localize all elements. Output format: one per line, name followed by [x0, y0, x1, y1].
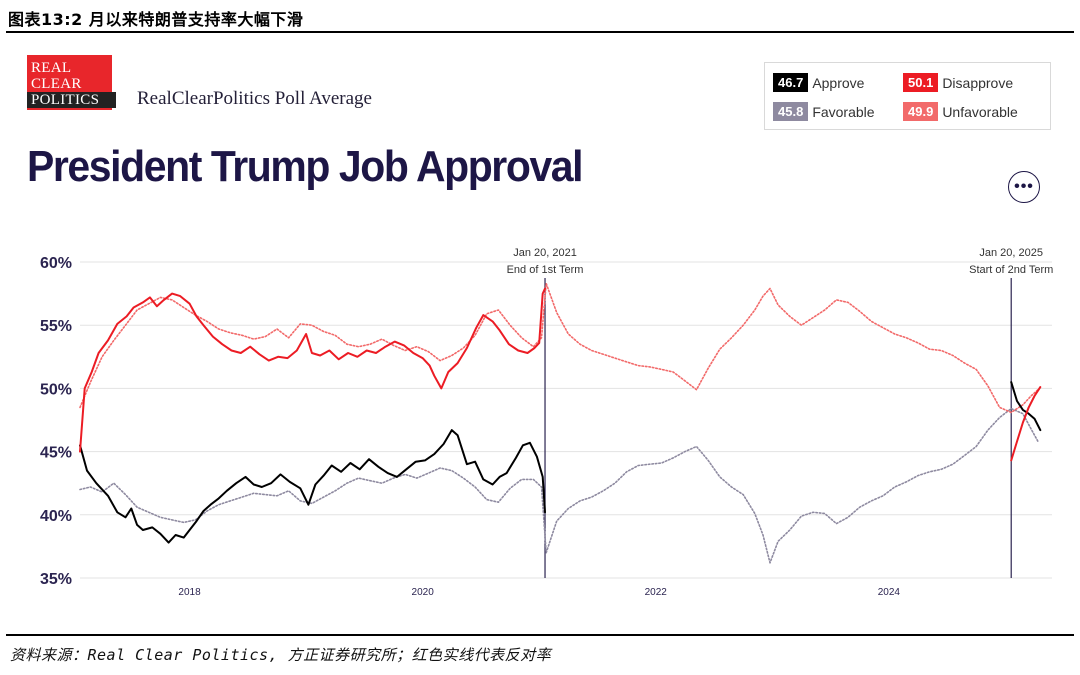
- logo-line-2: CLEAR: [31, 76, 82, 92]
- series-approve-2nd-term: [1010, 381, 1042, 432]
- bottom-divider: [6, 634, 1074, 636]
- series-disapprove: [79, 287, 546, 453]
- source-note: 资料来源：Real Clear Politics, 方正证券研究所；红色实线代表…: [10, 646, 552, 664]
- series-disapprove-2nd-term: [1010, 386, 1042, 462]
- y-tick-label-40: 40%: [40, 508, 72, 525]
- unfavorable-value: 49.9: [903, 102, 939, 121]
- term-date-1: Jan 20, 2021: [513, 247, 577, 259]
- legend-favorable: 45.8 Favorable: [773, 102, 875, 121]
- more-options-button[interactable]: •••: [1008, 171, 1040, 203]
- disapprove-value: 50.1: [903, 73, 939, 92]
- disapprove-label: Disapprove: [942, 74, 1014, 91]
- x-tick-label-2018: 2018: [178, 587, 201, 598]
- x-tick-label-2020: 2020: [412, 587, 435, 598]
- chart-title: President Trump Job Approval: [27, 142, 584, 191]
- x-tick-label-2024: 2024: [878, 587, 901, 598]
- legend-disapprove: 50.1 Disapprove: [903, 73, 1013, 92]
- series-unfavorable: [79, 282, 1039, 414]
- y-tick-label-60: 60%: [40, 255, 72, 272]
- series-favorable: [79, 407, 1039, 564]
- y-tick-label-55: 55%: [40, 318, 72, 335]
- y-tick-label-35: 35%: [40, 571, 72, 588]
- top-divider: [6, 31, 1074, 33]
- logo-line-1: REAL: [31, 60, 72, 76]
- unfavorable-label: Unfavorable: [942, 103, 1018, 120]
- approve-value: 46.7: [773, 73, 809, 92]
- series-approve: [79, 429, 546, 544]
- approve-label: Approve: [812, 74, 865, 91]
- x-tick-label-2022: 2022: [645, 587, 668, 598]
- legend-unfavorable: 49.9 Unfavorable: [903, 102, 1018, 121]
- figure-title: 图表13:2 月以来特朗普支持率大幅下滑: [8, 10, 304, 29]
- poll-name: RealClearPolitics Poll Average: [137, 88, 372, 109]
- y-tick-label-50: 50%: [40, 381, 72, 398]
- favorable-value: 45.8: [773, 102, 809, 121]
- approval-chart: 35% 40% 45% 50% 55% 60% 2018 2020 2022 2024 Jan 20…: [40, 247, 1053, 598]
- term-label-2: Start of 2nd Term: [969, 264, 1053, 276]
- term-label-1: End of 1st Term: [507, 264, 584, 276]
- y-tick-label-45: 45%: [40, 445, 72, 462]
- rcp-logo: REAL CLEAR POLITICS: [27, 55, 116, 110]
- logo-line-3: POLITICS: [27, 92, 116, 108]
- favorable-label: Favorable: [812, 103, 875, 120]
- legend-approve: 46.7 Approve: [773, 73, 864, 92]
- legend-box: 46.7 Approve 50.1 Disapprove 45.8 Favora…: [764, 62, 1051, 130]
- term-date-2: Jan 20, 2025: [979, 247, 1043, 259]
